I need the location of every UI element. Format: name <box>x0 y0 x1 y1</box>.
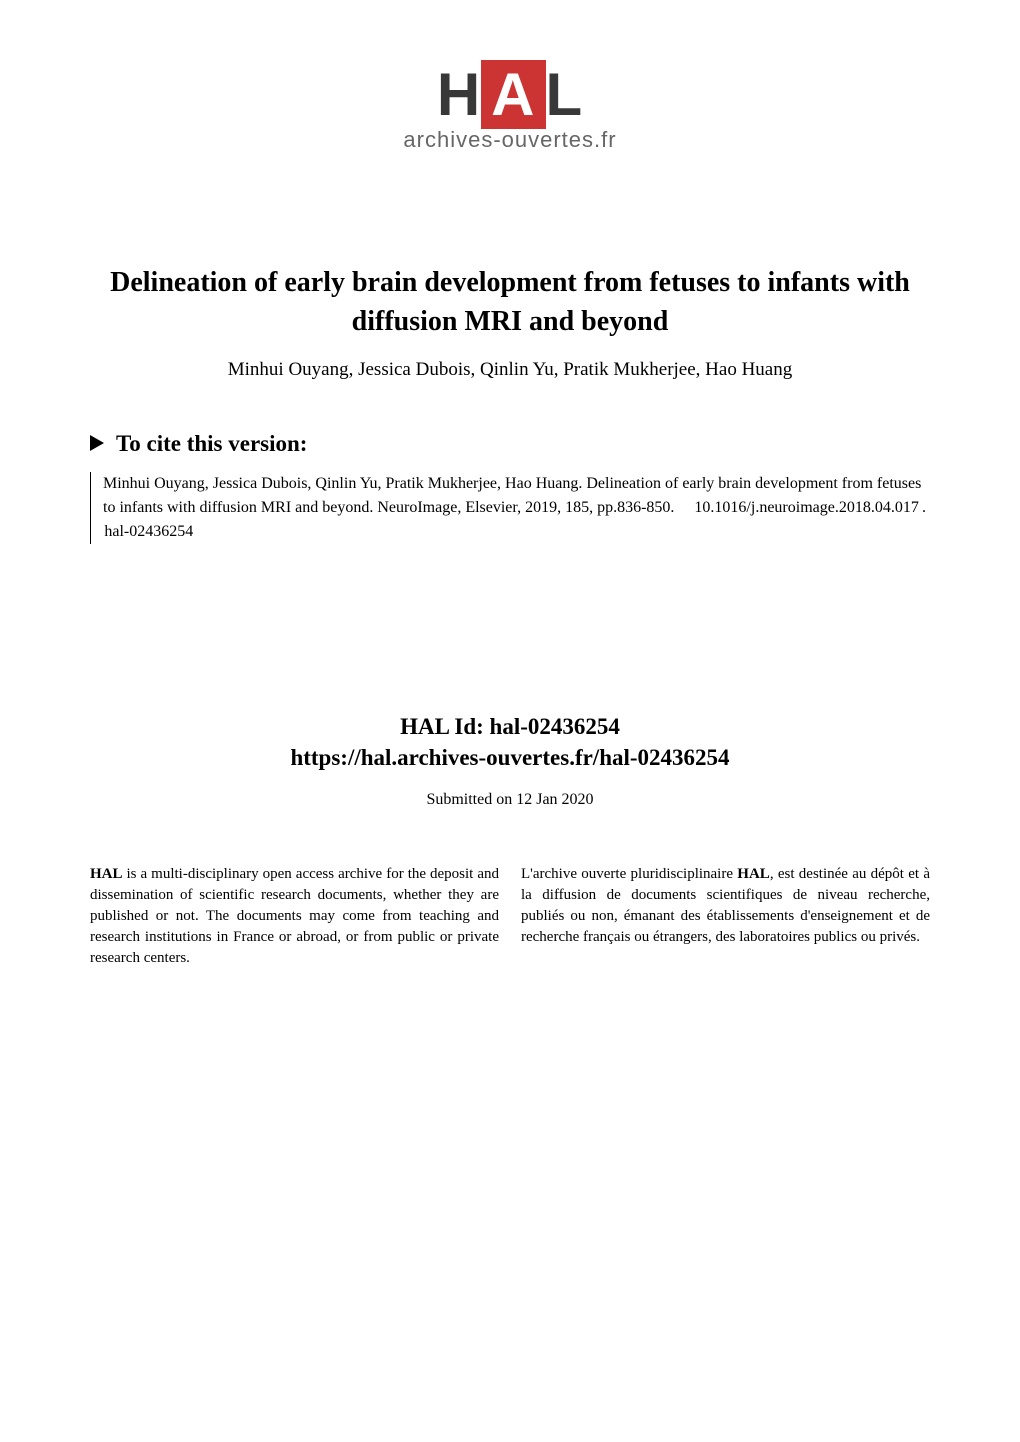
submitted-date: Submitted on 12 Jan 2020 <box>90 791 930 809</box>
hal-bold-left: HAL <box>90 866 123 882</box>
logo-a: A <box>491 61 535 128</box>
cite-heading-text: To cite this version: <box>116 431 307 457</box>
description-right-column: L'archive ouverte pluridisciplinaire HAL… <box>521 864 930 969</box>
description-right-text-1: L'archive ouverte pluridisciplinaire <box>521 866 737 882</box>
play-icon <box>90 431 106 457</box>
logo-l: L <box>546 61 584 128</box>
hal-id-section: HAL Id: hal-02436254 https://hal.archive… <box>90 714 930 771</box>
description-section: HAL is a multi-disciplinary open access … <box>90 864 930 969</box>
logo-a-box: A <box>481 60 545 129</box>
hal-url[interactable]: https://hal.archives-ouvertes.fr/hal-024… <box>90 745 930 771</box>
citation-text: Minhui Ouyang, Jessica Dubois, Qinlin Yu… <box>90 472 930 544</box>
hal-id-label: HAL Id: hal-02436254 <box>90 714 930 740</box>
description-left-text: is a multi-disciplinary open access arch… <box>90 866 499 966</box>
hal-bold-right: HAL <box>737 866 770 882</box>
logo-h: H <box>437 61 481 128</box>
hal-logo: HAL archives-ouvertes.fr <box>403 60 616 153</box>
cite-heading: To cite this version: <box>90 431 930 457</box>
hal-logo-section: HAL archives-ouvertes.fr <box>90 60 930 153</box>
logo-subtitle: archives-ouvertes.fr <box>403 127 616 153</box>
paper-title: Delineation of early brain development f… <box>90 263 930 341</box>
paper-authors: Minhui Ouyang, Jessica Dubois, Qinlin Yu… <box>90 359 930 381</box>
description-left-column: HAL is a multi-disciplinary open access … <box>90 864 499 969</box>
